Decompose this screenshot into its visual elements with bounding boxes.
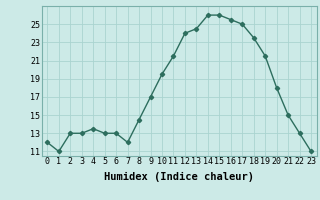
X-axis label: Humidex (Indice chaleur): Humidex (Indice chaleur): [104, 172, 254, 182]
